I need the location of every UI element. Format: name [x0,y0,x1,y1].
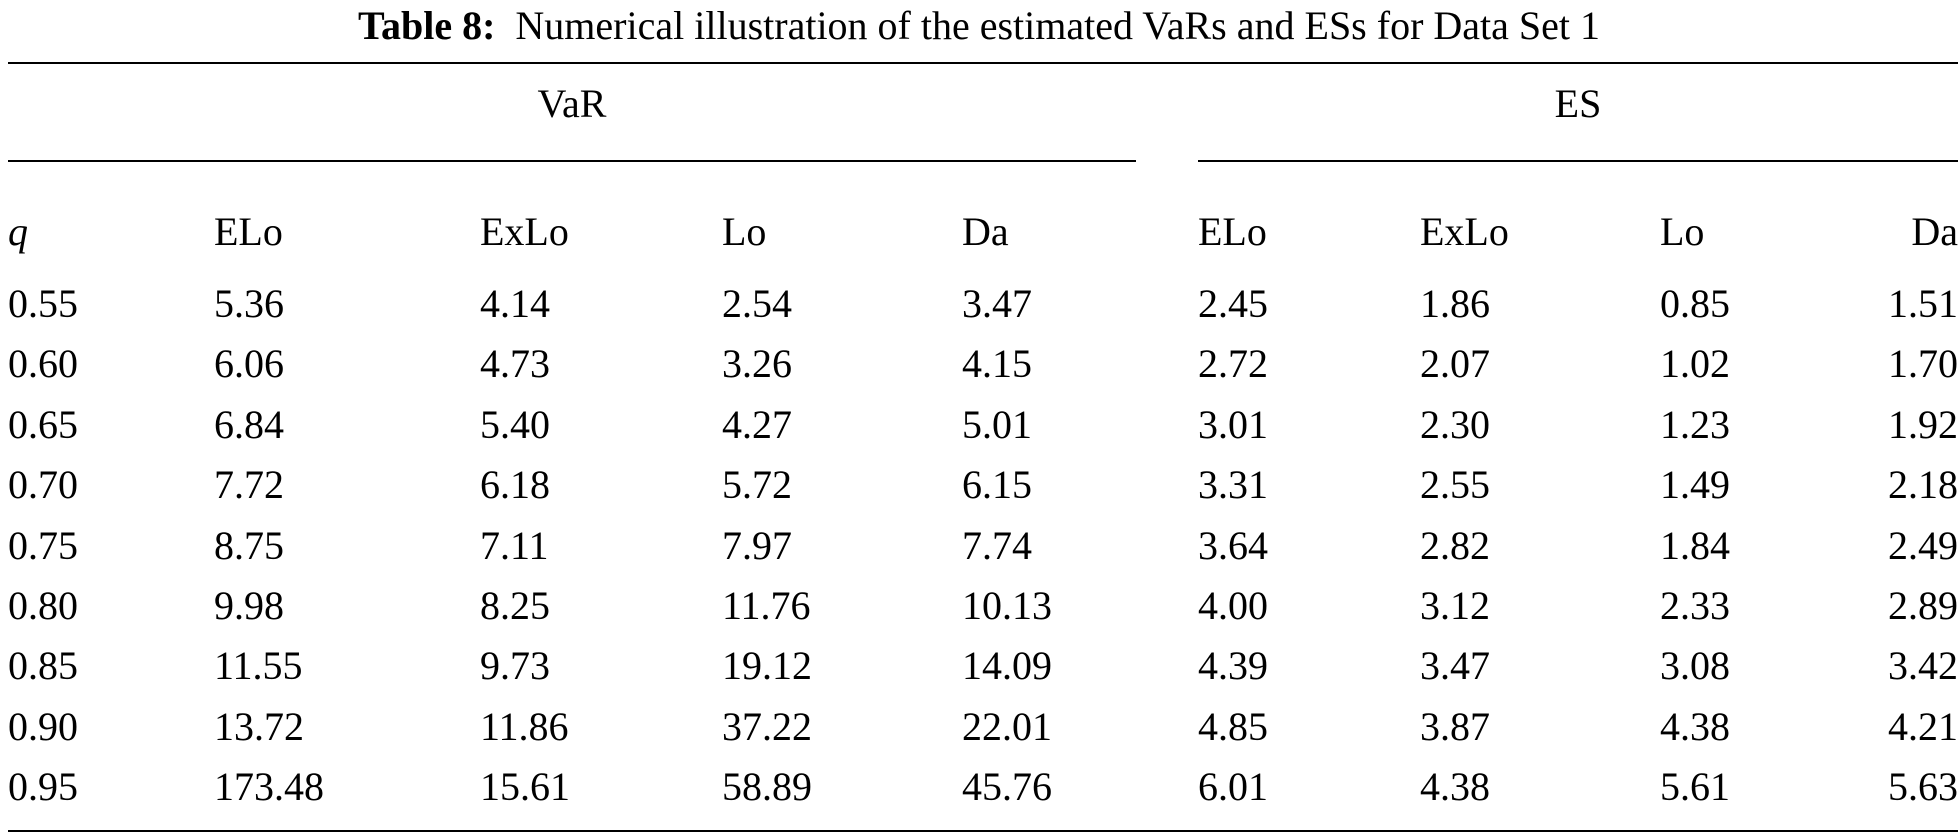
table-cell: 9.73 [480,643,550,688]
table-cell: 4.38 [1420,764,1490,809]
table-cell: 4.39 [1198,643,1268,688]
table-caption: Table 8: Numerical illustration of the e… [0,2,1958,50]
table-cell: 2.49 [1888,523,1958,568]
table-caption-label: Table 8: [357,3,496,48]
table-cell: 3.47 [1420,643,1490,688]
table-cell: 11.86 [480,704,569,749]
column-header: ExLo [1420,209,1509,254]
table-cell: 3.64 [1198,523,1268,568]
table-cell: 5.63 [1888,764,1958,809]
row-label: 0.65 [8,402,78,447]
table-cell: 6.18 [480,462,550,507]
table-cell: 4.14 [480,281,550,326]
table-cell: 3.08 [1660,643,1730,688]
table-cell: 3.42 [1888,643,1958,688]
table-cell: 11.55 [214,643,303,688]
table-cell: 14.09 [962,643,1052,688]
table-cell: 3.26 [722,341,792,386]
row-label: 0.80 [8,583,78,628]
var-group-rule [8,160,1136,162]
top-rule [8,62,1958,64]
column-header: Da [962,209,1009,254]
table-cell: 19.12 [722,643,812,688]
group-header-es: ES [1554,81,1602,126]
table-cell: 0.85 [1660,281,1730,326]
table-cell: 11.76 [722,583,811,628]
table-cell: 2.45 [1198,281,1268,326]
table-cell: 3.87 [1420,704,1490,749]
table-cell: 1.70 [1888,341,1958,386]
table-cell: 1.02 [1660,341,1730,386]
table-cell: 8.25 [480,583,550,628]
table-cell: 2.07 [1420,341,1490,386]
table-cell: 5.01 [962,402,1032,447]
table-cell: 1.92 [1888,402,1958,447]
table-cell: 6.01 [1198,764,1268,809]
table-cell: 1.51 [1888,281,1958,326]
table-cell: 7.74 [962,523,1032,568]
table-cell: 5.40 [480,402,550,447]
table-cell: 15.61 [480,764,570,809]
table-cell: 3.31 [1198,462,1268,507]
table-cell: 37.22 [722,704,812,749]
row-label: 0.85 [8,643,78,688]
table-caption-text: Numerical illustration of the estimated … [515,3,1601,48]
table-cell: 6.84 [214,402,284,447]
row-label: 0.70 [8,462,78,507]
table-cell: 9.98 [214,583,284,628]
column-header: ELo [1198,209,1267,254]
table-cell: 4.27 [722,402,792,447]
table-cell: 2.33 [1660,583,1730,628]
table-cell: 2.55 [1420,462,1490,507]
table-cell: 4.15 [962,341,1032,386]
table-cell: 4.21 [1888,704,1958,749]
table-cell: 173.48 [214,764,324,809]
table-cell: 45.76 [962,764,1052,809]
table-cell: 10.13 [962,583,1052,628]
table-cell: 4.73 [480,341,550,386]
table-cell: 3.01 [1198,402,1268,447]
table-cell: 2.54 [722,281,792,326]
es-group-rule [1198,160,1958,162]
table-cell: 2.89 [1888,583,1958,628]
table-cell: 13.72 [214,704,304,749]
table-cell: 1.84 [1660,523,1730,568]
table-cell: 7.11 [480,523,549,568]
table-cell: 58.89 [722,764,812,809]
column-header: Da [1911,209,1958,254]
row-label: 0.90 [8,704,78,749]
table-cell: 6.15 [962,462,1032,507]
table-cell: 2.30 [1420,402,1490,447]
row-label: 0.95 [8,764,78,809]
table-cell: 5.61 [1660,764,1730,809]
row-label: 0.55 [8,281,78,326]
table-cell: 4.00 [1198,583,1268,628]
table-cell: 1.23 [1660,402,1730,447]
table-cell: 5.36 [214,281,284,326]
bottom-rule [8,830,1958,832]
table-cell: 2.72 [1198,341,1268,386]
column-header: Lo [1660,209,1705,254]
table-cell: 4.38 [1660,704,1730,749]
table-cell: 5.72 [722,462,792,507]
group-header-var: VaR [537,81,607,126]
column-header: Lo [722,209,767,254]
table-cell: 1.86 [1420,281,1490,326]
column-header: q [8,209,28,254]
table-cell: 6.06 [214,341,284,386]
table-cell: 22.01 [962,704,1052,749]
table-cell: 4.85 [1198,704,1268,749]
row-label: 0.75 [8,523,78,568]
row-label: 0.60 [8,341,78,386]
table-cell: 2.18 [1888,462,1958,507]
table-cell: 1.49 [1660,462,1730,507]
table-cell: 3.47 [962,281,1032,326]
column-header: ExLo [480,209,569,254]
table-cell: 7.72 [214,462,284,507]
column-header: ELo [214,209,283,254]
table-cell: 8.75 [214,523,284,568]
table-cell: 3.12 [1420,583,1490,628]
table-cell: 7.97 [722,523,792,568]
table-cell: 2.82 [1420,523,1490,568]
